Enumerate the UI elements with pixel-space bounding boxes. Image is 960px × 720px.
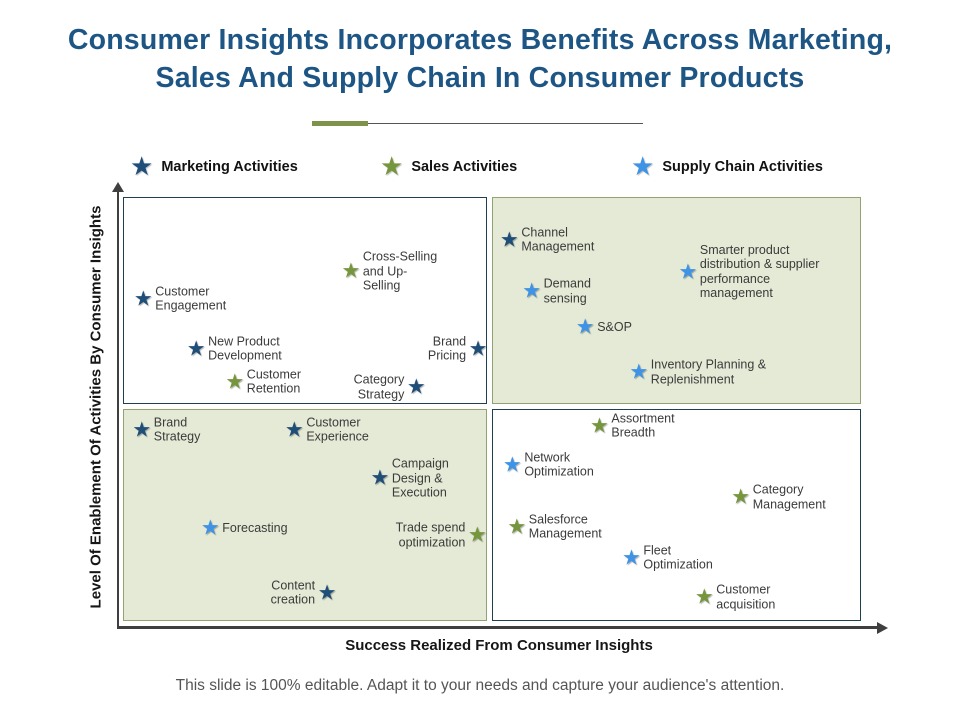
- point-label: Customer Engagement: [155, 284, 227, 313]
- sales-star-icon: ★: [589, 413, 609, 438]
- point-label: Customer Retention: [246, 367, 301, 396]
- marketing-star-icon: ★: [132, 417, 152, 442]
- supply_chain-star-icon: ★: [575, 314, 595, 339]
- point-label: Network Optimization: [524, 450, 594, 479]
- sales-star-icon: ★: [380, 152, 404, 182]
- title-divider: [312, 121, 643, 126]
- marketing-star-icon: ★: [186, 336, 206, 361]
- point-label: Smarter product distribution & supplier …: [699, 242, 820, 301]
- point-label: Category Strategy: [353, 372, 405, 402]
- supply_chain-star-icon: ★: [522, 278, 542, 303]
- point-label: Customer Experience: [306, 415, 369, 444]
- marketing-star-icon: ★: [406, 374, 426, 399]
- point-label: Channel Management: [521, 225, 595, 254]
- supply_chain-star-icon: ★: [629, 359, 649, 384]
- x-axis-label: Success Realized From Consumer Insights: [345, 637, 653, 654]
- point-label: Inventory Planning & Replenishment: [650, 357, 767, 387]
- quadrant-top-right: [492, 197, 861, 404]
- marketing-star-icon: ★: [130, 152, 154, 182]
- quadrant-bottom-right: [492, 409, 861, 621]
- legend-label: Marketing Activities: [161, 159, 298, 175]
- point-label: Trade spend optimization: [395, 520, 466, 550]
- point-label: S&OP: [597, 319, 632, 334]
- point-label: Cross-Selling and Up- Selling: [362, 249, 438, 293]
- marketing-star-icon: ★: [468, 336, 488, 361]
- legend-item-sales: ★ Sales Activities: [380, 154, 517, 180]
- sales-star-icon: ★: [694, 584, 714, 609]
- sales-star-icon: ★: [507, 514, 527, 539]
- point-label: Content creation: [270, 578, 316, 607]
- point-label: Fleet Optimization: [643, 543, 713, 572]
- sales-star-icon: ★: [467, 522, 487, 547]
- point-label: Demand sensing: [543, 276, 591, 306]
- point-label: Brand Strategy: [153, 415, 201, 444]
- point-label: Category Management: [752, 482, 826, 512]
- quadrant-top-left: [123, 197, 487, 404]
- point-label: Campaign Design & Execution: [391, 456, 449, 500]
- point-label: New Product Development: [208, 334, 282, 363]
- y-axis-arrow-icon: [112, 182, 124, 192]
- footer-note: This slide is 100% editable. Adapt it to…: [175, 677, 785, 694]
- legend: ★ Marketing Activities ★ Sales Activities ★ S…: [0, 154, 960, 184]
- divider-line: [368, 123, 643, 124]
- supply_chain-star-icon: ★: [621, 545, 641, 570]
- supply_chain-star-icon: ★: [678, 259, 698, 284]
- page-title: Consumer Insights Incorporates Benefits …: [67, 24, 893, 94]
- point-label: Brand Pricing: [427, 334, 467, 363]
- y-axis-line: [117, 191, 119, 628]
- legend-item-marketing: ★ Marketing Activities: [130, 154, 298, 180]
- x-axis-line: [117, 626, 879, 629]
- point-label: Salesforce Management: [528, 512, 602, 541]
- x-axis-arrow-icon: [877, 622, 888, 634]
- divider-accent-bar: [312, 121, 368, 126]
- supply_chain-star-icon: ★: [502, 452, 522, 477]
- supply_chain-star-icon: ★: [631, 152, 655, 182]
- sales-star-icon: ★: [341, 258, 361, 283]
- marketing-star-icon: ★: [499, 227, 519, 252]
- legend-label: Supply Chain Activities: [662, 159, 823, 175]
- marketing-star-icon: ★: [133, 286, 153, 311]
- point-label: Assortment Breadth: [611, 411, 675, 440]
- legend-label: Sales Activities: [411, 159, 518, 175]
- quadrant-bottom-left: [123, 409, 487, 621]
- sales-star-icon: ★: [731, 484, 751, 509]
- legend-item-supply_chain: ★ Supply Chain Activities: [631, 154, 823, 180]
- marketing-star-icon: ★: [370, 465, 390, 490]
- supply_chain-star-icon: ★: [200, 515, 220, 540]
- marketing-star-icon: ★: [284, 417, 304, 442]
- point-label: Forecasting: [222, 520, 288, 535]
- sales-star-icon: ★: [225, 369, 245, 394]
- marketing-star-icon: ★: [317, 580, 337, 605]
- point-label: Customer acquisition: [716, 582, 776, 612]
